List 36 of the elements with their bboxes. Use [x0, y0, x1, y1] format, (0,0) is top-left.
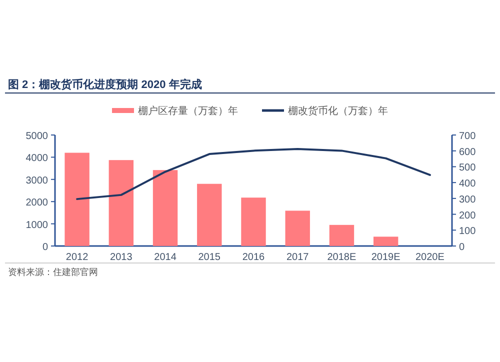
y-tick-label: 1000: [26, 220, 48, 231]
line-series: [76, 148, 431, 200]
legend-label: 棚户区存量（万套）年: [138, 105, 238, 117]
bar: [64, 152, 90, 246]
x-tick-label: 2015: [198, 252, 221, 263]
bar: [152, 170, 178, 246]
bar: [241, 198, 266, 246]
y2-tick-label: 600: [459, 146, 476, 158]
x-tick-label: 2018E: [327, 252, 357, 263]
y2-tick-label: 100: [459, 226, 476, 238]
bar: [329, 224, 354, 246]
y-tick-label: 5000: [26, 131, 48, 142]
x-tick-label: 2013: [110, 252, 133, 263]
text: 资料来源：住建部官网: [8, 267, 98, 277]
y2-tick-label: 400: [459, 178, 476, 190]
legend-label: 棚改货币化（万套）年: [288, 105, 388, 117]
bar: [373, 236, 398, 246]
x-tick-label: 2020E: [415, 252, 445, 263]
y-tick-label: 4000: [26, 153, 48, 164]
y2-tick-label: 200: [459, 210, 476, 222]
x-tick-label: 2016: [242, 252, 266, 263]
y2-tick-label: 300: [459, 194, 476, 206]
x-tick-label: 2019E: [371, 252, 401, 263]
y2-tick-label: 500: [459, 162, 476, 174]
y2-tick-label: 0: [459, 242, 465, 253]
x-tick-label: 2014: [154, 252, 177, 263]
x-tick-label: 2012: [66, 252, 89, 263]
bar: [108, 160, 134, 246]
bar: [285, 210, 310, 246]
chart-title: 图 2：棚改货币化进度预期 2020 年完成: [8, 78, 202, 91]
y2-tick-label: 700: [459, 131, 476, 142]
y-tick-label: 0: [42, 242, 48, 253]
y-tick-label: 2000: [26, 198, 48, 209]
bar: [197, 184, 222, 246]
x-tick-label: 2017: [286, 252, 310, 263]
y-tick-label: 3000: [26, 175, 48, 186]
